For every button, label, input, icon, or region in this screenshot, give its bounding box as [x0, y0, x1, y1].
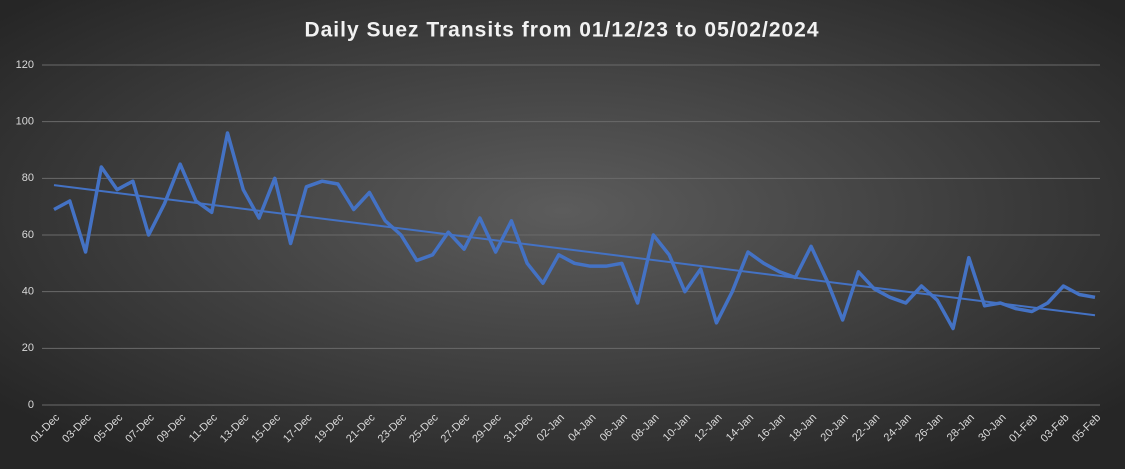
y-tick-label: 80 — [22, 172, 34, 184]
y-tick-label: 40 — [22, 286, 34, 298]
y-tick-label: 100 — [16, 116, 34, 128]
y-tick-label: 0 — [28, 399, 34, 411]
y-tick-label: 120 — [16, 59, 34, 71]
y-tick-label: 20 — [22, 342, 34, 354]
chart-title: Daily Suez Transits from 01/12/23 to 05/… — [304, 19, 819, 42]
line-series — [53, 131, 1096, 331]
y-tick-label: 60 — [22, 229, 34, 241]
trendline — [53, 184, 1096, 317]
